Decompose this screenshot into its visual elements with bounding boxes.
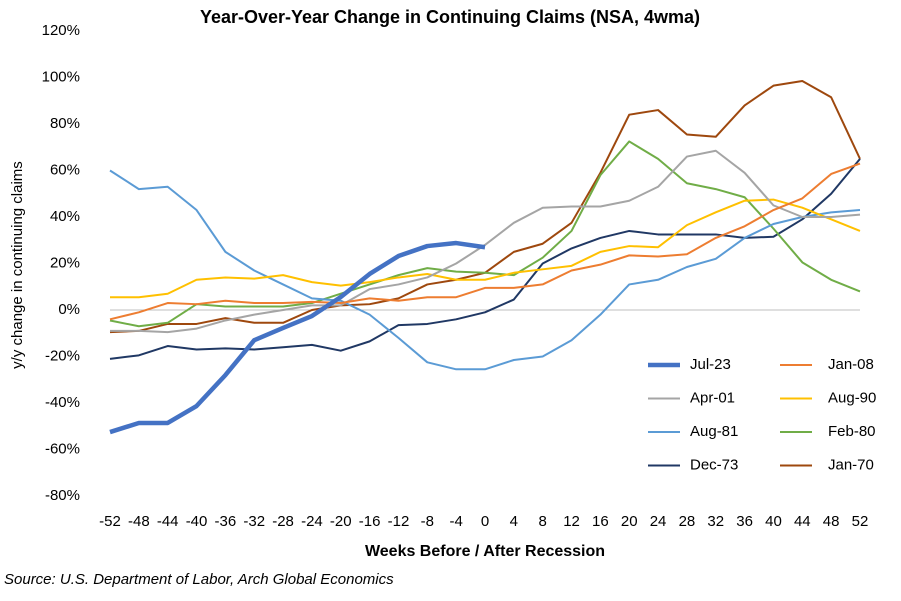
y-tick-label: -40% — [45, 394, 80, 411]
source-note: Source: U.S. Department of Labor, Arch G… — [4, 571, 394, 588]
y-tick-label: -60% — [45, 440, 80, 457]
x-tick-label: 4 — [510, 513, 518, 530]
x-tick-label: -28 — [272, 513, 294, 530]
series-line — [110, 149, 861, 334]
legend-label: Jan-08 — [828, 356, 874, 373]
x-tick-label: 40 — [765, 513, 782, 530]
series-line — [109, 158, 861, 360]
x-tick-label: -24 — [301, 513, 323, 530]
y-tick-label: 100% — [42, 68, 80, 85]
x-tick-label: 36 — [736, 513, 753, 530]
series-line — [110, 198, 861, 299]
legend-label: Aug-90 — [828, 389, 876, 406]
chart-title: Year-Over-Year Change in Continuing Clai… — [200, 7, 700, 27]
x-tick-label: -36 — [215, 513, 237, 530]
x-tick-label: 52 — [852, 513, 869, 530]
legend-label: Apr-01 — [690, 389, 735, 406]
x-tick-label: 12 — [563, 513, 580, 530]
x-tick-label: -40 — [186, 513, 208, 530]
x-tick-label: -12 — [388, 513, 410, 530]
y-tick-label: -20% — [45, 347, 80, 364]
y-tick-label: 120% — [42, 22, 80, 39]
x-tick-label: 16 — [592, 513, 609, 530]
y-tick-label: -80% — [45, 487, 80, 504]
x-tick-label: -4 — [449, 513, 462, 530]
x-tick-label: -16 — [359, 513, 381, 530]
x-tick-label: -32 — [243, 513, 265, 530]
y-tick-label: 60% — [50, 161, 80, 178]
legend-label: Jan-70 — [828, 456, 874, 473]
x-tick-label: 0 — [481, 513, 489, 530]
x-tick-label: 24 — [650, 513, 667, 530]
x-tick-label: -20 — [330, 513, 352, 530]
series-line — [109, 169, 861, 371]
x-tick-label: 28 — [679, 513, 696, 530]
legend-label: Feb-80 — [828, 423, 876, 440]
legend-label: Aug-81 — [690, 423, 738, 440]
x-tick-label: -52 — [99, 513, 121, 530]
x-axis-label: Weeks Before / After Recession — [365, 543, 605, 560]
y-tick-label: 40% — [50, 208, 80, 225]
x-tick-label: -48 — [128, 513, 150, 530]
x-tick-label: -44 — [157, 513, 179, 530]
x-tick-label: 44 — [794, 513, 811, 530]
y-axis-label: y/y change in continuing claims — [9, 161, 26, 369]
legend-label: Dec-73 — [690, 456, 738, 473]
y-tick-label: 0% — [58, 301, 80, 318]
series-line — [109, 162, 861, 321]
x-tick-label: 20 — [621, 513, 638, 530]
x-tick-label: 8 — [539, 513, 547, 530]
x-tick-label: 32 — [707, 513, 724, 530]
series-line — [109, 140, 861, 328]
y-tick-label: 20% — [50, 254, 80, 271]
x-tick-label: -8 — [421, 513, 434, 530]
x-tick-label: 48 — [823, 513, 840, 530]
y-tick-label: 80% — [50, 115, 80, 132]
legend-label: Jul-23 — [690, 356, 731, 373]
series-line — [109, 240, 486, 435]
